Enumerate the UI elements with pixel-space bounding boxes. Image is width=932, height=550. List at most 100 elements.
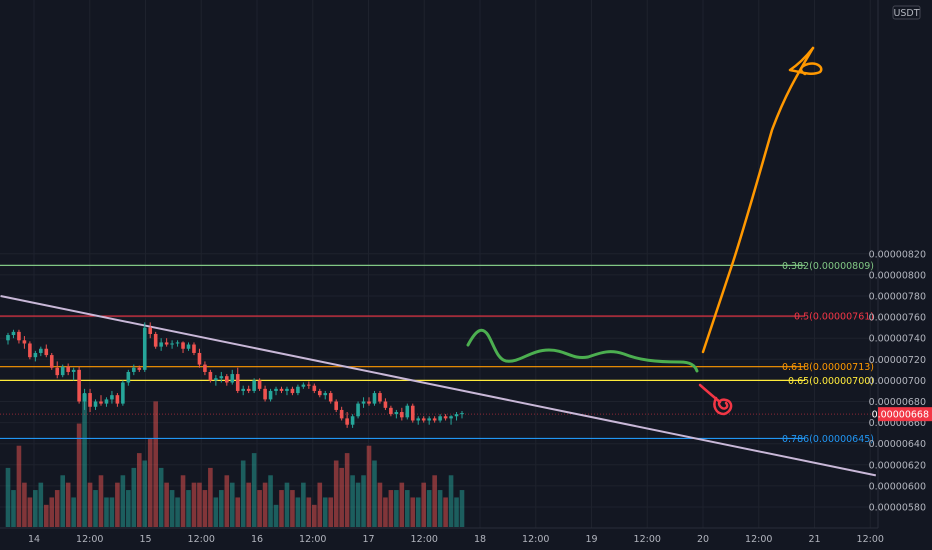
candle-body: [285, 388, 289, 391]
candle: [290, 386, 295, 396]
candle-body: [137, 367, 142, 370]
candle: [60, 364, 65, 378]
candle: [438, 414, 442, 423]
candle: [454, 412, 459, 421]
volume-bar: [11, 490, 16, 527]
candle-body: [367, 401, 371, 404]
candle: [22, 336, 27, 349]
candle-body: [454, 414, 459, 417]
volume-bar: [355, 482, 361, 527]
candle: [389, 405, 393, 417]
candle-body: [416, 418, 421, 421]
fib-label: 0.5(0.00000761): [794, 312, 874, 323]
candle-body: [153, 333, 158, 347]
candle: [323, 390, 328, 400]
volume-bar: [208, 467, 213, 527]
candle-body: [378, 393, 382, 402]
volume-bar: [202, 490, 208, 527]
price-tick: 0.00000660: [869, 418, 926, 429]
green-wave-drawing[interactable]: [466, 328, 699, 373]
time-tick: 12:00: [299, 534, 326, 545]
price-tick: 0.00000580: [869, 503, 926, 514]
fib-level-0.65[interactable]: 0.65(0.00000700): [0, 376, 874, 387]
volume-bar: [43, 504, 49, 527]
volume-bar: [388, 490, 394, 527]
volume-bar: [109, 497, 115, 527]
volume-bar: [377, 482, 383, 527]
time-tick: 20: [697, 534, 709, 545]
price-tick: 0.00000640: [869, 439, 926, 450]
fib-label: 0.786(0.00000645): [782, 434, 874, 445]
volume-bar: [191, 482, 197, 527]
candle-body: [323, 393, 328, 396]
fib-level-0.786[interactable]: 0.786(0.00000645): [0, 434, 874, 445]
candle: [339, 406, 344, 421]
time-tick: 16: [251, 534, 263, 545]
candle: [312, 383, 317, 394]
candle: [77, 366, 81, 404]
time-axis[interactable]: 14 12:00 15 12:00 16 12:00 17 12:00 18 12:00 19 12:…: [0, 527, 932, 550]
candle-body: [110, 395, 114, 400]
volume-bar: [312, 504, 317, 527]
candle-body: [410, 405, 415, 421]
candle: [197, 348, 202, 368]
volume-bar: [251, 453, 257, 527]
candle: [88, 388, 92, 413]
candle-body: [312, 385, 317, 391]
freehand-drawings[interactable]: [466, 46, 823, 416]
candle-body: [383, 401, 388, 408]
time-tick-labels: 14 12:00 15 12:00 16 12:00 17 12:00 18 12:00 19 12:…: [28, 534, 884, 545]
volume-bar: [339, 467, 344, 527]
candle-body: [361, 401, 366, 404]
candle-body: [339, 409, 344, 419]
volume-bar: [180, 475, 186, 527]
volume-bar: [219, 490, 224, 527]
candle-body: [197, 352, 202, 365]
candle: [71, 367, 76, 381]
price-axis[interactable]: 0.00000580 0.00000600 0.00000620 0.00000640…: [869, 0, 932, 532]
candle-body: [148, 327, 153, 334]
volume-bar: [399, 482, 405, 527]
candle: [153, 331, 158, 349]
volume-bar: [350, 475, 355, 527]
candle: [170, 340, 174, 349]
volume-bar: [49, 497, 55, 527]
candle: [115, 393, 120, 407]
candle-body: [44, 348, 49, 356]
fib-level-0.5[interactable]: 0.5(0.00000761): [0, 312, 874, 323]
candle-body: [274, 388, 278, 391]
volume-bar: [169, 490, 175, 527]
time-tick: 12:00: [745, 534, 772, 545]
candle: [181, 341, 185, 353]
candle-body: [389, 407, 393, 415]
candle-body: [17, 331, 21, 341]
orange-arrow-drawing[interactable]: [701, 46, 815, 354]
volume-bar: [290, 490, 295, 527]
candle: [175, 340, 180, 347]
volume-bar: [104, 497, 109, 527]
candle-body: [400, 412, 404, 418]
candle-body: [421, 418, 426, 421]
volume-bar: [437, 490, 443, 527]
candle: [159, 338, 163, 351]
candle: [104, 397, 109, 407]
volume-bar: [273, 504, 279, 527]
volume-bar: [454, 497, 459, 527]
candle: [285, 386, 289, 396]
time-tick: 18: [474, 534, 486, 545]
candle: [186, 342, 191, 351]
volume-bar: [240, 460, 246, 527]
volume-bar: [82, 394, 87, 527]
fib-level-0.382[interactable]: 0.382(0.00000809): [0, 261, 874, 272]
price-tick: 0.00000600: [869, 481, 926, 492]
trendline-line[interactable]: [0, 295, 877, 477]
candle: [416, 416, 421, 425]
volume-bar: [405, 490, 410, 527]
candle-body: [66, 366, 70, 372]
time-tick: 12:00: [634, 534, 661, 545]
trendline[interactable]: [0, 295, 877, 477]
volume-bar: [257, 490, 262, 527]
candle-body: [296, 386, 300, 394]
candle-body: [82, 393, 87, 402]
